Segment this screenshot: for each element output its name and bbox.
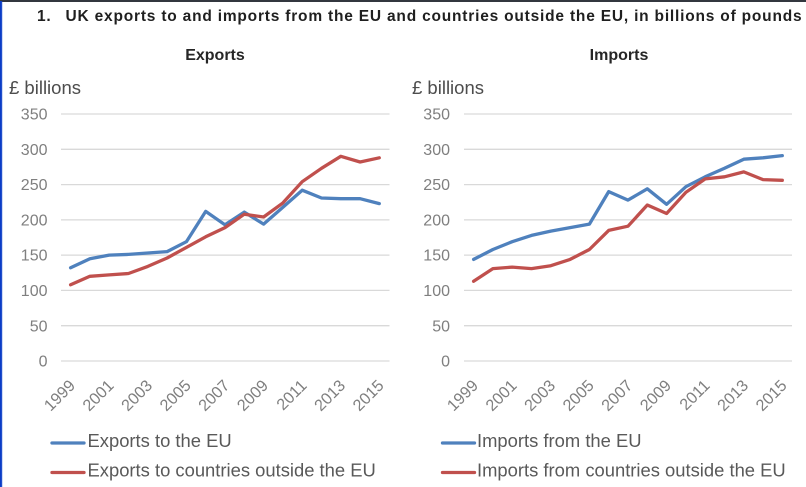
- svg-text:2003: 2003: [118, 377, 156, 415]
- svg-text:2013: 2013: [311, 377, 349, 415]
- svg-text:200: 200: [423, 213, 450, 230]
- svg-text:2001: 2001: [79, 377, 117, 415]
- svg-text:2005: 2005: [560, 377, 598, 415]
- svg-text:2011: 2011: [676, 377, 713, 414]
- svg-text:350: 350: [21, 107, 48, 124]
- svg-text:50: 50: [432, 318, 450, 335]
- svg-text:Imports from the EU: Imports from the EU: [477, 430, 642, 451]
- svg-text:50: 50: [30, 318, 48, 335]
- svg-text:Exports to the EU: Exports to the EU: [88, 430, 232, 451]
- svg-text:350: 350: [423, 107, 450, 124]
- svg-text:2011: 2011: [273, 377, 310, 414]
- svg-text:150: 150: [21, 248, 48, 265]
- svg-text:300: 300: [423, 142, 450, 159]
- svg-text:1999: 1999: [41, 377, 79, 415]
- svg-text:2007: 2007: [598, 377, 636, 415]
- svg-text:2015: 2015: [349, 377, 387, 415]
- svg-text:250: 250: [21, 177, 48, 194]
- svg-text:100: 100: [423, 283, 450, 300]
- svg-text:0: 0: [39, 354, 48, 371]
- svg-text:Exports to countries outside t: Exports to countries outside the EU: [88, 460, 376, 481]
- svg-text:Imports from countries outside: Imports from countries outside the EU: [477, 460, 786, 481]
- svg-text:2015: 2015: [752, 377, 790, 415]
- svg-text:2009: 2009: [234, 377, 272, 415]
- svg-text:2003: 2003: [521, 377, 559, 415]
- svg-text:1999: 1999: [444, 377, 482, 415]
- svg-text:0: 0: [441, 354, 450, 371]
- svg-text:100: 100: [21, 283, 48, 300]
- svg-text:150: 150: [423, 248, 450, 265]
- svg-text:2001: 2001: [482, 377, 520, 415]
- svg-text:2007: 2007: [195, 377, 233, 415]
- svg-text:2009: 2009: [637, 377, 675, 415]
- svg-text:2013: 2013: [714, 377, 752, 415]
- svg-text:2005: 2005: [157, 377, 195, 415]
- svg-text:200: 200: [21, 213, 48, 230]
- svg-text:300: 300: [21, 142, 48, 159]
- svg-text:250: 250: [423, 177, 450, 194]
